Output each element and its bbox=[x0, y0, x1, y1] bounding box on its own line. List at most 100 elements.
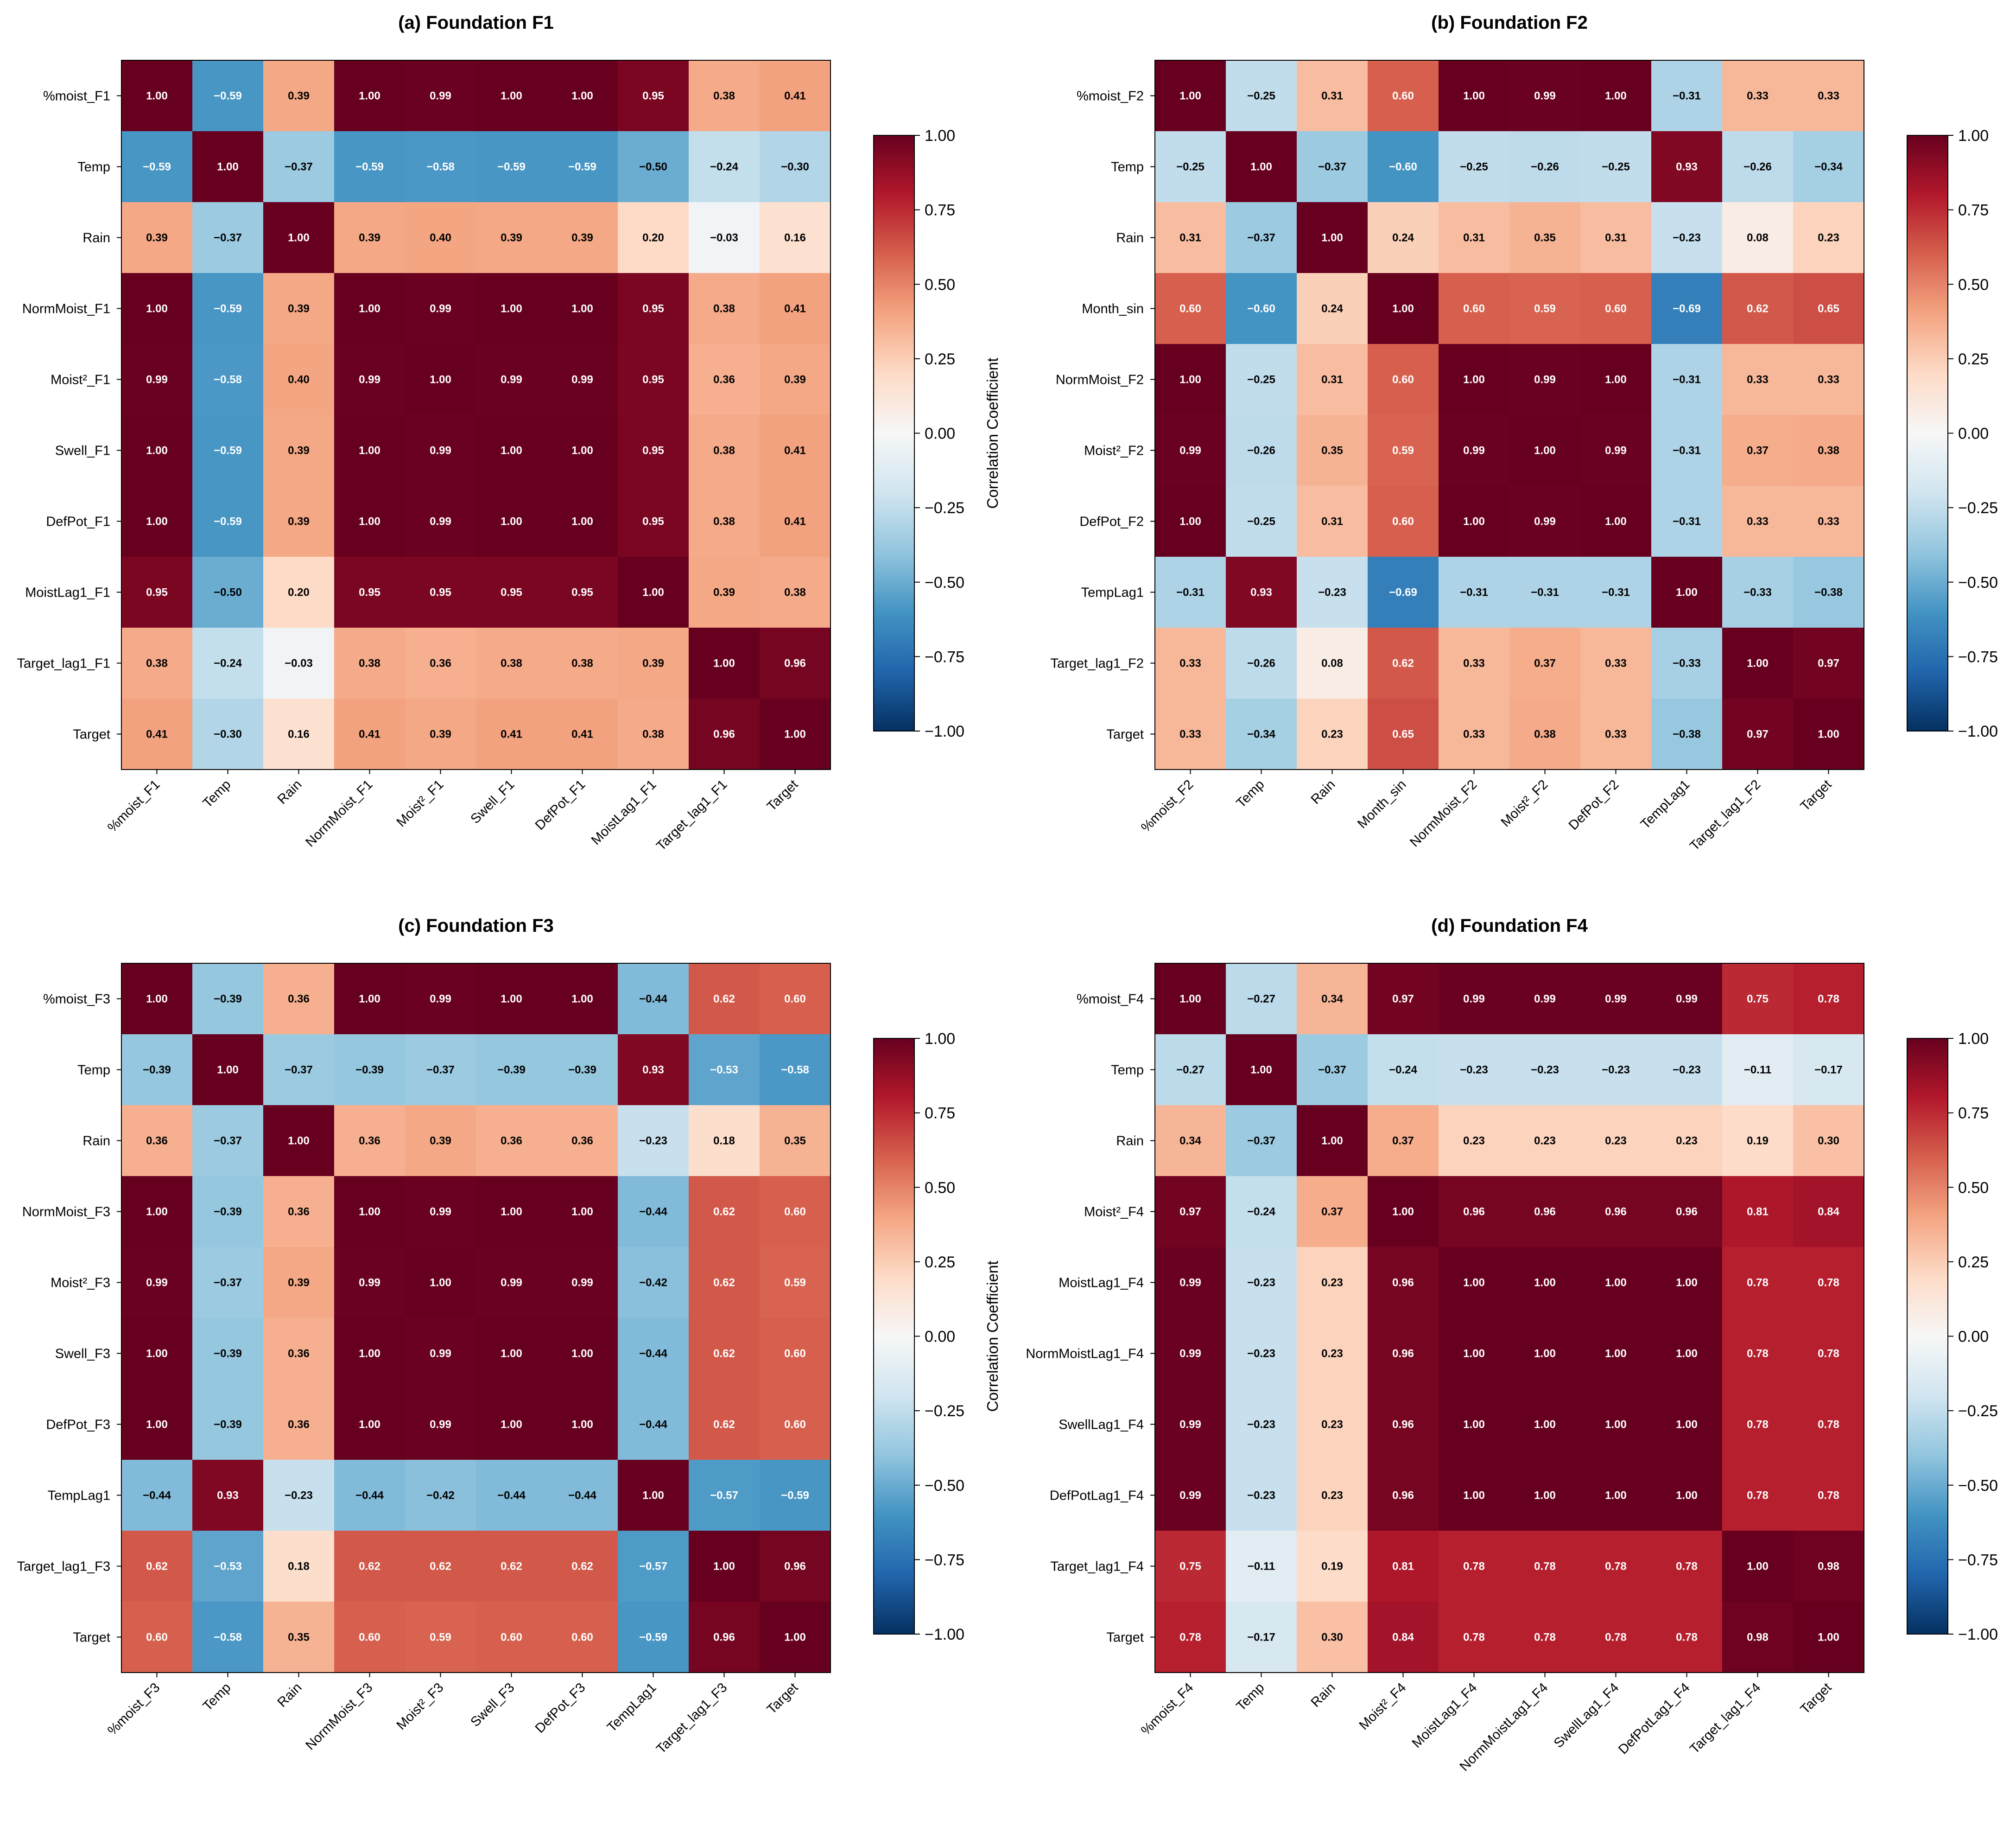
cell-value-label: 1.00 bbox=[1605, 90, 1627, 102]
heatmap-cell bbox=[1155, 1531, 1226, 1602]
heatmap-cell bbox=[334, 1105, 406, 1177]
cell-value-label: −0.59 bbox=[143, 161, 171, 173]
heatmap-cell bbox=[618, 344, 689, 415]
cell-value-label: 0.59 bbox=[784, 1277, 806, 1289]
y-tick-label: Target bbox=[1106, 727, 1144, 742]
heatmap-cell bbox=[405, 1105, 476, 1177]
y-tick-label: Temp bbox=[77, 1063, 110, 1078]
y-tick-label: MoistLag1_F4 bbox=[1059, 1276, 1144, 1291]
heatmap-cell bbox=[760, 1602, 831, 1673]
heatmap-cell bbox=[547, 699, 618, 770]
cell-value-label: −0.31 bbox=[1673, 90, 1701, 102]
heatmap-cell bbox=[405, 1176, 476, 1247]
cell-value-label: 0.99 bbox=[571, 374, 593, 386]
cell-value-label: 0.99 bbox=[430, 1206, 451, 1218]
cell-value-label: −0.26 bbox=[1743, 161, 1772, 173]
cell-value-label: −0.23 bbox=[1247, 1489, 1275, 1502]
cell-value-label: −0.38 bbox=[1673, 728, 1701, 741]
heatmap-cell bbox=[1226, 1318, 1297, 1389]
heatmap-cell bbox=[547, 1034, 618, 1106]
heatmap-cell bbox=[1722, 963, 1794, 1035]
heatmap-cell bbox=[760, 273, 831, 344]
cell-value-label: 0.41 bbox=[784, 515, 806, 528]
heatmap-cell bbox=[476, 415, 547, 486]
cell-value-label: 0.33 bbox=[1818, 90, 1839, 102]
heatmap-cell bbox=[1439, 202, 1510, 274]
x-tick-label: TempLag1 bbox=[1638, 777, 1693, 832]
cell-value-label: 0.38 bbox=[713, 90, 735, 102]
cell-value-label: 0.31 bbox=[1179, 232, 1201, 244]
heatmap-cell bbox=[192, 273, 264, 344]
heatmap-cell bbox=[334, 699, 406, 770]
cell-value-label: 0.99 bbox=[1534, 374, 1556, 386]
cell-value-label: 0.39 bbox=[146, 232, 168, 244]
cell-value-label: 1.00 bbox=[501, 993, 522, 1005]
heatmap-cell bbox=[476, 1247, 547, 1318]
heatmap-cell bbox=[1580, 1034, 1652, 1106]
cell-value-label: 0.36 bbox=[359, 1135, 380, 1147]
heatmap-cell bbox=[192, 202, 264, 274]
cell-value-label: −0.39 bbox=[214, 1206, 242, 1218]
heatmap-cell bbox=[405, 628, 476, 699]
heatmap-cell bbox=[334, 486, 406, 557]
heatmap-cell bbox=[1580, 486, 1652, 557]
heatmap-cell bbox=[1439, 486, 1510, 557]
cell-value-label: 0.95 bbox=[359, 586, 380, 599]
cell-value-label: 0.96 bbox=[1534, 1206, 1556, 1218]
cell-value-label: 0.41 bbox=[571, 728, 593, 741]
cell-value-label: −0.37 bbox=[285, 1064, 313, 1076]
heatmap-cell bbox=[689, 1176, 760, 1247]
heatmap-cell bbox=[1155, 557, 1226, 628]
heatmap-cell bbox=[1297, 1318, 1368, 1389]
cell-value-label: 0.33 bbox=[1463, 657, 1485, 670]
cell-value-label: −0.59 bbox=[355, 161, 384, 173]
heatmap-cell bbox=[1368, 1105, 1439, 1177]
cell-value-label: 0.62 bbox=[713, 1419, 735, 1431]
heatmap-cell bbox=[476, 273, 547, 344]
cell-value-label: 0.78 bbox=[1534, 1560, 1556, 1573]
heatmap-cell bbox=[334, 1034, 406, 1106]
heatmap-cell bbox=[1439, 1460, 1510, 1531]
cell-value-label: 0.23 bbox=[1321, 1489, 1343, 1502]
heatmap-cell bbox=[405, 1389, 476, 1460]
heatmap-cell bbox=[1226, 415, 1297, 486]
cell-value-label: 1.00 bbox=[1179, 374, 1201, 386]
cell-value-label: −0.50 bbox=[639, 161, 667, 173]
colorbar-tick-label: −0.50 bbox=[925, 1477, 964, 1495]
cell-value-label: 0.37 bbox=[1321, 1206, 1343, 1218]
y-tick-label: TempLag1 bbox=[48, 1489, 110, 1503]
heatmap-cell bbox=[618, 1602, 689, 1673]
heatmap-cell bbox=[1297, 963, 1368, 1035]
cell-value-label: 0.75 bbox=[1179, 1560, 1201, 1573]
cell-value-label: 0.99 bbox=[1179, 445, 1201, 457]
heatmap-cell bbox=[1793, 963, 1864, 1035]
heatmap-cell bbox=[547, 1105, 618, 1177]
heatmap-cell bbox=[760, 963, 831, 1035]
heatmap-cell bbox=[476, 1531, 547, 1602]
chart-title: (d) Foundation F4 bbox=[1431, 916, 1588, 936]
heatmap-cell bbox=[1439, 1034, 1510, 1106]
cell-value-label: 1.00 bbox=[571, 1206, 593, 1218]
cell-value-label: 0.40 bbox=[288, 374, 310, 386]
x-tick-label: Target_lag1_F2 bbox=[1687, 777, 1763, 853]
y-tick-label: %moist_F1 bbox=[43, 89, 110, 104]
heatmap-cell bbox=[618, 1460, 689, 1531]
x-tick-label: NormMoist_F3 bbox=[303, 1680, 375, 1753]
heatmap-cell bbox=[1439, 1318, 1510, 1389]
cell-value-label: 0.38 bbox=[1818, 445, 1839, 457]
cell-value-label: 0.33 bbox=[1747, 90, 1769, 102]
x-tick-label: Target bbox=[764, 1680, 801, 1717]
cell-value-label: 0.60 bbox=[1179, 303, 1201, 315]
heatmap-cell bbox=[1368, 273, 1439, 344]
heatmap-cell bbox=[1368, 699, 1439, 770]
cell-value-label: −0.23 bbox=[639, 1135, 667, 1147]
cell-value-label: 0.19 bbox=[1747, 1135, 1769, 1147]
cell-value-label: −0.27 bbox=[1176, 1064, 1205, 1076]
cell-value-label: 0.96 bbox=[784, 1560, 806, 1573]
cell-value-label: 1.00 bbox=[501, 1206, 522, 1218]
heatmap-cell bbox=[1439, 60, 1510, 132]
heatmap-cell bbox=[476, 131, 547, 203]
cell-value-label: 0.62 bbox=[713, 1206, 735, 1218]
cell-value-label: −0.26 bbox=[1247, 445, 1275, 457]
heatmap-cell bbox=[1722, 273, 1794, 344]
